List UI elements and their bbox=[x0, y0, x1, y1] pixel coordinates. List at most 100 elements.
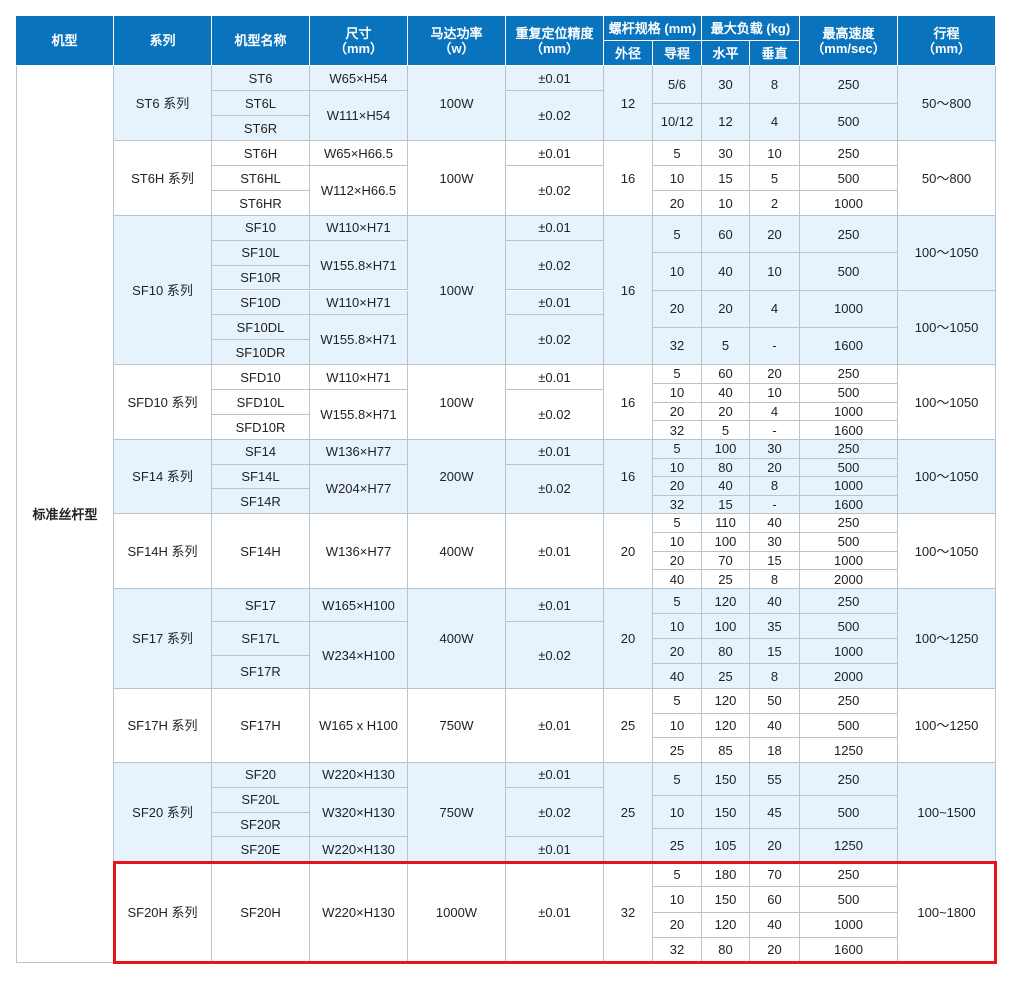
screw-lead: 10 bbox=[653, 458, 702, 477]
load-vertical: 20 bbox=[750, 365, 800, 384]
model-name-text: SFD10R bbox=[235, 419, 286, 435]
load-horizontal-text: 150 bbox=[714, 771, 737, 787]
load-horizontal: 25 bbox=[702, 570, 750, 589]
screw-lead-text: 40 bbox=[669, 571, 685, 587]
header-series: 系列 bbox=[114, 16, 212, 66]
screw-lead: 5 bbox=[653, 440, 702, 459]
load-vertical: 40 bbox=[750, 514, 800, 533]
max-speed: 250 bbox=[800, 514, 898, 533]
load-vertical-text: 4 bbox=[770, 403, 779, 419]
load-horizontal-text: 25 bbox=[718, 571, 733, 587]
precision-value-text: ±0.02 bbox=[538, 108, 571, 123]
type-cell-text: 标准丝杆型 bbox=[32, 506, 98, 522]
load-vertical: 2 bbox=[750, 191, 800, 216]
load-vertical-text: - bbox=[772, 496, 777, 512]
precision-value-text: ±0.02 bbox=[538, 407, 571, 422]
load-horizontal-text: 25 bbox=[718, 668, 733, 684]
load-horizontal: 5 bbox=[702, 421, 750, 440]
precision-value: ±0.02 bbox=[506, 464, 604, 514]
load-horizontal: 30 bbox=[702, 141, 750, 166]
screw-lead: 5 bbox=[653, 514, 702, 533]
load-horizontal: 5 bbox=[702, 327, 750, 365]
max-speed: 500 bbox=[800, 887, 898, 913]
size-value: W155.8×H71 bbox=[310, 390, 408, 440]
model-name-text: SF20R bbox=[240, 816, 281, 832]
max-speed: 500 bbox=[800, 166, 898, 191]
header-series-text: 系列 bbox=[149, 33, 176, 48]
screw-lead-text: 20 bbox=[669, 301, 685, 317]
load-vertical: 40 bbox=[750, 589, 800, 614]
precision-value: ±0.02 bbox=[506, 166, 604, 216]
load-vertical: 30 bbox=[750, 532, 800, 552]
series-name-text: SF14H 系列 bbox=[127, 543, 198, 559]
model-name-text: SF20L bbox=[241, 792, 280, 808]
size-value-text: W155.8×H71 bbox=[320, 257, 397, 273]
screw-lead-text: 5 bbox=[673, 226, 681, 242]
size-value-text: W155.8×H71 bbox=[320, 332, 397, 348]
max-speed-text: 1000 bbox=[834, 643, 863, 659]
model-name: ST6L bbox=[212, 91, 310, 116]
screw-lead-text: 10/12 bbox=[660, 114, 694, 130]
model-name-text: ST6HL bbox=[240, 170, 281, 186]
size-value: W155.8×H71 bbox=[310, 315, 408, 365]
precision-value-text: ±0.01 bbox=[538, 444, 571, 460]
max-speed-text: 250 bbox=[837, 693, 860, 709]
series-name-text: SF20 系列 bbox=[132, 804, 193, 820]
max-speed-text: 500 bbox=[837, 804, 860, 820]
screw-lead-text: 32 bbox=[669, 338, 685, 354]
size-value-text: W110×H71 bbox=[326, 369, 391, 385]
precision-value: ±0.01 bbox=[506, 589, 604, 623]
size-value: W234×H100 bbox=[310, 622, 408, 689]
load-horizontal: 15 bbox=[702, 495, 750, 514]
load-horizontal: 30 bbox=[702, 66, 750, 104]
header-speed-text: （mm/sec） bbox=[811, 40, 886, 56]
screw-diameter-text: 25 bbox=[620, 804, 636, 820]
precision-value-text: ±0.02 bbox=[538, 481, 571, 497]
header-size-text: （mm） bbox=[333, 40, 384, 56]
load-vertical-text: 60 bbox=[767, 891, 782, 907]
screw-lead: 10 bbox=[653, 887, 702, 913]
size-value: W110×H71 bbox=[310, 216, 408, 241]
screw-diameter: 16 bbox=[604, 440, 653, 514]
model-name: SF20R bbox=[212, 812, 310, 838]
precision-value: ±0.02 bbox=[506, 390, 604, 440]
power-value: 100W bbox=[408, 365, 506, 440]
size-value: W110×H71 bbox=[310, 365, 408, 390]
size-value: W165×H100 bbox=[310, 589, 408, 623]
max-speed: 1000 bbox=[800, 191, 898, 216]
model-name: SF14H bbox=[212, 514, 310, 589]
precision-value-text: ±0.02 bbox=[538, 183, 571, 198]
max-speed: 250 bbox=[800, 763, 898, 796]
load-vertical: 60 bbox=[750, 887, 800, 913]
load-vertical-text: 20 bbox=[767, 459, 782, 475]
model-name: SF14 bbox=[212, 440, 310, 465]
screw-diameter: 16 bbox=[604, 141, 653, 216]
max-speed: 2000 bbox=[800, 664, 898, 689]
stroke-value-text: 100～1050 bbox=[914, 394, 979, 410]
screw-lead: 20 bbox=[653, 912, 702, 938]
load-vertical-text: 70 bbox=[767, 866, 782, 882]
model-name: ST6 bbox=[212, 66, 310, 91]
power-value: 1000W bbox=[408, 862, 506, 963]
header-type-text: 机型 bbox=[51, 33, 78, 48]
series-name: ST6H 系列 bbox=[114, 141, 212, 216]
model-name-text: SF17H bbox=[240, 718, 281, 733]
load-vertical: 8 bbox=[750, 477, 800, 496]
precision-value: ±0.01 bbox=[506, 862, 604, 963]
load-vertical: 10 bbox=[750, 253, 800, 291]
model-name-text: SF10D bbox=[240, 294, 281, 310]
precision-value-text: ±0.01 bbox=[538, 369, 571, 385]
max-speed-text: 500 bbox=[837, 170, 860, 186]
header-screw-dia-text: 外径 bbox=[614, 45, 641, 61]
size-value-text: W65×H54 bbox=[329, 70, 388, 86]
load-horizontal-text: 110 bbox=[715, 515, 736, 531]
screw-lead-text: 10 bbox=[669, 891, 685, 907]
max-speed-text: 1600 bbox=[834, 496, 863, 512]
load-vertical-text: - bbox=[772, 338, 777, 354]
load-vertical: 15 bbox=[750, 639, 800, 664]
load-horizontal-text: 120 bbox=[714, 693, 737, 709]
load-horizontal: 150 bbox=[702, 887, 750, 913]
load-horizontal: 80 bbox=[702, 937, 750, 963]
power-value: 750W bbox=[408, 763, 506, 862]
model-name: SFD10L bbox=[212, 390, 310, 415]
